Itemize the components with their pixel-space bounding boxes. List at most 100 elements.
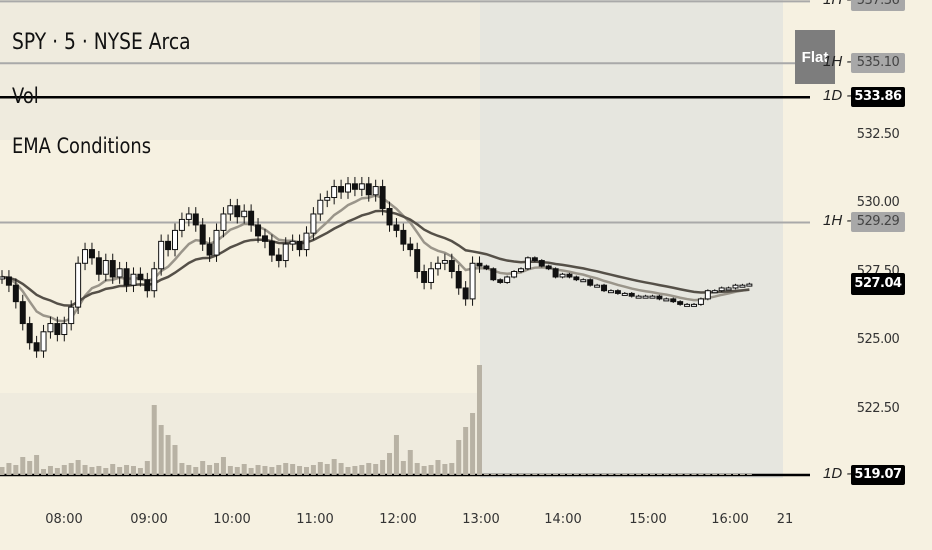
- candle-body: [718, 287, 725, 292]
- x-tick-label: 13:00: [462, 512, 500, 527]
- current-price-label: 527.04: [851, 273, 905, 296]
- volume-bar: [68, 463, 74, 475]
- candle-body: [497, 279, 504, 283]
- candle-body: [268, 240, 275, 256]
- ema-legend[interactable]: EMA Conditions: [12, 134, 152, 158]
- volume-bar: [587, 474, 593, 475]
- volume-bar: [497, 474, 503, 475]
- candle-body: [75, 262, 82, 308]
- candle-body: [26, 323, 33, 344]
- volume-bar: [546, 474, 552, 475]
- volume-bar: [580, 474, 586, 475]
- volume-bar: [331, 459, 337, 475]
- volume-bar: [636, 474, 642, 475]
- volume-bar: [615, 474, 621, 475]
- candle-body: [518, 268, 524, 273]
- volume-bar: [656, 474, 662, 475]
- candle-body: [68, 306, 75, 325]
- candle-body: [199, 224, 206, 245]
- volume-bar: [110, 464, 116, 475]
- candle-body: [469, 262, 476, 300]
- y-tick-label: 530.00: [856, 195, 900, 210]
- x-tick-label: 16:00: [711, 512, 749, 527]
- candle-body: [296, 240, 303, 251]
- candle-body: [33, 342, 40, 352]
- volume-bar: [532, 474, 538, 475]
- volume-bar: [428, 465, 434, 475]
- candle-body: [476, 262, 483, 267]
- candle-body: [379, 186, 386, 209]
- level-price-label: 529.29: [851, 212, 905, 233]
- volume-bar: [573, 474, 579, 475]
- symbol-legend[interactable]: SPY · 5 · NYSE Arca: [12, 30, 191, 55]
- volume-bar: [719, 474, 725, 475]
- volume-bar: [158, 425, 164, 475]
- volume-bar: [248, 468, 254, 475]
- candle-body: [573, 276, 580, 281]
- volume-bar: [476, 365, 482, 475]
- candle-body: [587, 279, 594, 286]
- volume-bar: [553, 474, 559, 475]
- candle-body: [621, 292, 628, 296]
- volume-bar: [6, 463, 12, 475]
- volume-bar: [130, 466, 136, 475]
- volume-bar: [393, 435, 399, 475]
- candle-body: [691, 303, 697, 307]
- candle-body: [684, 303, 691, 307]
- candle-body: [303, 232, 310, 251]
- volume-bar: [165, 435, 171, 475]
- candle-body: [732, 284, 739, 289]
- candle-body: [704, 290, 711, 300]
- level-timeframe: 1H -: [823, 53, 852, 71]
- candle-body: [559, 273, 566, 278]
- level-price-label: 537.36: [851, 0, 905, 12]
- volume-bar: [20, 457, 26, 475]
- candle-body: [462, 287, 469, 300]
- volume-bar: [255, 465, 261, 475]
- volume-bar: [27, 461, 33, 475]
- candle-body: [670, 298, 677, 303]
- volume-bar: [373, 464, 379, 475]
- candle-body: [275, 254, 282, 262]
- volume-bar: [601, 474, 607, 475]
- candle-body: [54, 323, 61, 336]
- volume-bar: [172, 445, 178, 475]
- candle-body: [172, 229, 178, 251]
- volume-bar: [746, 474, 752, 475]
- volume-bar: [380, 460, 386, 475]
- volume-bar: [186, 465, 192, 475]
- candle-body: [282, 243, 289, 262]
- volume-bar: [137, 468, 143, 475]
- volume-bar: [269, 467, 275, 475]
- volume-bar: [200, 461, 206, 475]
- volume-legend[interactable]: Vol: [12, 84, 39, 108]
- y-tick-label: 525.00: [856, 332, 900, 347]
- candle-body: [61, 323, 68, 336]
- volume-bar: [276, 465, 282, 475]
- volume-bar: [518, 474, 524, 475]
- candle-body: [594, 284, 601, 288]
- candle-body: [607, 290, 614, 294]
- volume-bar: [677, 474, 683, 475]
- volume-bar: [310, 465, 316, 475]
- volume-bar: [283, 463, 289, 475]
- volume-bar: [649, 474, 655, 475]
- candle-body: [697, 298, 704, 305]
- candle-body: [192, 213, 199, 226]
- candle-body: [130, 273, 137, 286]
- volume-bar: [387, 453, 393, 475]
- volume-bar: [262, 466, 268, 475]
- level-timeframe: 1H -: [823, 212, 852, 230]
- candle-body: [483, 265, 490, 270]
- volume-bar: [400, 461, 406, 475]
- volume-bar: [608, 474, 614, 475]
- volume-bar: [490, 474, 496, 475]
- volume-bar: [220, 457, 226, 475]
- candle-body: [400, 229, 407, 245]
- volume-bar: [733, 474, 739, 475]
- candle-body: [448, 260, 455, 273]
- x-tick-label: 12:00: [379, 512, 417, 527]
- volume-bar: [698, 474, 704, 475]
- candle-body: [628, 292, 635, 297]
